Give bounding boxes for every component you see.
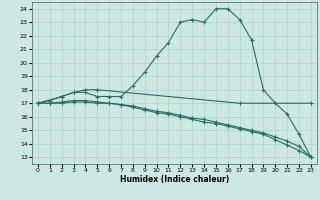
X-axis label: Humidex (Indice chaleur): Humidex (Indice chaleur) <box>120 175 229 184</box>
